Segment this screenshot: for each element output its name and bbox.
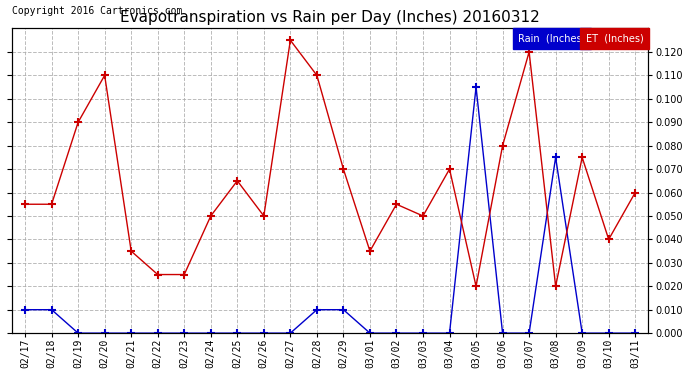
Title: Evapotranspiration vs Rain per Day (Inches) 20160312: Evapotranspiration vs Rain per Day (Inch…: [120, 9, 540, 24]
Legend: Rain  (Inches), ET  (Inches): Rain (Inches), ET (Inches): [515, 30, 647, 46]
Text: Copyright 2016 Cartronics.com: Copyright 2016 Cartronics.com: [12, 6, 182, 16]
